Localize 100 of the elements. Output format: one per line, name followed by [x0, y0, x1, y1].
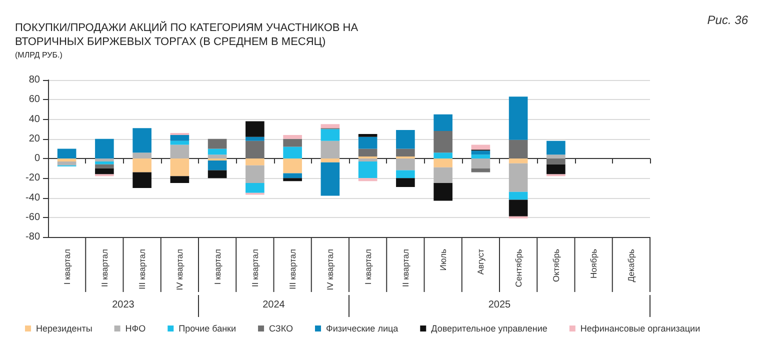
bar — [132, 172, 152, 188]
bar — [283, 173, 302, 178]
bar — [246, 183, 264, 193]
y-tick-label: -80 — [26, 232, 40, 242]
bar — [508, 96, 528, 140]
x-tick-label: Сентябрь — [513, 248, 524, 288]
x-tick-label: I квартал — [62, 248, 72, 285]
bar — [358, 158, 378, 162]
text: Рис. 36 — [707, 13, 748, 27]
bar — [471, 158, 490, 168]
bar — [546, 154, 566, 158]
bar — [396, 130, 415, 149]
x-tick-label: I квартал — [212, 248, 222, 285]
text: 2025 — [488, 300, 512, 310]
y-tick-label: 40 — [28, 114, 40, 125]
x-tick-label: II квартал — [400, 248, 410, 287]
bar — [358, 178, 378, 182]
text: 2024 — [262, 300, 286, 310]
bar — [57, 148, 76, 158]
y-tick-label: 0 — [34, 153, 40, 164]
chart-subtitle: (МЛРД РУБ.) — [15, 50, 63, 60]
bar — [208, 160, 227, 170]
legend-label: Доверительное управление — [431, 324, 548, 334]
x-tick-label: IV квартал — [174, 248, 185, 290]
x-tick-label: III квартал — [288, 248, 298, 290]
y-tick-label: -60 — [26, 212, 40, 223]
x-tick-label: II квартал — [99, 248, 110, 287]
bar — [396, 158, 415, 170]
bar — [170, 140, 190, 145]
bar — [95, 158, 114, 162]
bar — [208, 170, 227, 178]
bar — [434, 114, 452, 132]
bar — [246, 136, 264, 141]
y-tick-label: 20 — [28, 133, 40, 144]
bar — [320, 162, 340, 196]
bar — [546, 140, 566, 155]
legend-label: Нефинансовые организации — [580, 324, 700, 334]
bar — [95, 164, 114, 168]
x-tick-label: Июль — [438, 248, 448, 271]
x-tick-label: II квартал — [250, 248, 260, 287]
bar — [434, 167, 452, 184]
legend-label: СЗКО — [269, 324, 294, 334]
legend-label: Нерезиденты — [36, 324, 92, 334]
bar — [132, 158, 152, 172]
bar — [508, 163, 528, 192]
y-tick-label: 80 — [28, 74, 40, 86]
bar — [170, 144, 190, 158]
bar — [208, 154, 227, 158]
bar — [132, 152, 152, 158]
bar — [434, 152, 452, 158]
bar — [508, 200, 528, 216]
bar — [246, 165, 264, 184]
bar — [320, 140, 340, 158]
bar — [283, 134, 302, 139]
bar — [358, 136, 378, 149]
legend-label: Физические лица — [326, 324, 398, 334]
legend-label: Прочие банки — [178, 324, 236, 334]
bar — [170, 134, 190, 141]
bar — [208, 148, 227, 155]
bar — [57, 158, 76, 162]
y-tick-label: -20 — [26, 172, 40, 184]
bar — [283, 138, 302, 147]
bar — [396, 148, 415, 157]
x-tick-label: Декабрь — [626, 248, 636, 282]
x-tick-label: Октябрь — [550, 248, 561, 282]
bar — [508, 158, 528, 164]
bar — [132, 128, 152, 153]
bar — [396, 170, 415, 178]
bar — [208, 138, 227, 149]
bar — [546, 158, 566, 164]
bar — [471, 150, 490, 155]
bar — [170, 176, 190, 184]
bar — [358, 161, 378, 178]
bar — [246, 158, 264, 166]
x-tick-label: III квартал — [137, 248, 148, 290]
y-tick-label: 60 — [28, 94, 40, 106]
bar — [283, 158, 302, 174]
bar — [246, 140, 264, 158]
bar — [320, 158, 340, 162]
bar — [471, 144, 490, 150]
bar — [358, 148, 378, 157]
bar — [320, 129, 340, 141]
bar — [546, 164, 566, 174]
bar — [434, 183, 452, 201]
bar — [246, 121, 264, 137]
bar — [434, 158, 452, 168]
bar — [95, 138, 114, 158]
bar — [358, 134, 378, 137]
bar — [283, 178, 302, 182]
bar — [95, 161, 114, 164]
text: 2023 — [112, 300, 135, 310]
bar — [95, 168, 114, 174]
chart-title: ПОКУПКИ/ПРОДАЖИ АКЦИЙ ПО КАТЕГОРИЯМ УЧАСТНИКОВ НА ВТОРИЧНЫХ БИРЖЕВЫХ ТОРГАХ (В СРЕДНЕМ В МЕСЯЦ) — [15, 21, 362, 48]
x-tick-label: Ноябрь — [588, 248, 599, 278]
bar — [434, 131, 452, 153]
bar — [508, 140, 528, 158]
bar — [283, 146, 302, 158]
bar — [471, 154, 490, 158]
bar — [170, 158, 190, 176]
x-tick-label: I квартал — [362, 248, 373, 285]
